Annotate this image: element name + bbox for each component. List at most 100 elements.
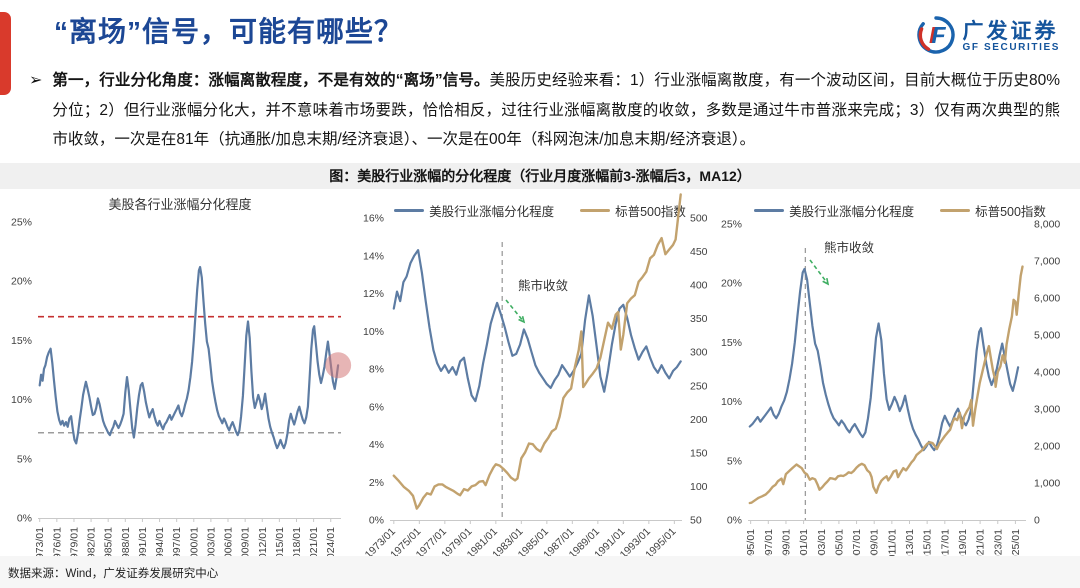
middle-chart-1973-1995: 1973/011975/011977/011979/011981/011983/… xyxy=(363,193,708,561)
secondary-y-axis-tick-label: 500 xyxy=(690,213,708,225)
y-axis-tick-label: 10% xyxy=(721,396,742,408)
x-tick-label: 2018/01 xyxy=(291,527,303,565)
y-axis-tick-label: 20% xyxy=(721,278,742,290)
left-chart-divergence-full-history: 1973/01 1976/01 1979/01 1982/01 1985/01 1988/… xyxy=(11,217,352,565)
x-tick-label: 2021/01 xyxy=(308,527,320,565)
secondary-y-axis-tick-label: 6,000 xyxy=(1034,293,1060,305)
divergence-line xyxy=(38,265,340,450)
y-axis-tick-label: 14% xyxy=(363,250,384,262)
left-chart-title: 美股各行业涨幅分化程度 xyxy=(108,197,252,212)
x-tick-label: 1997/01 xyxy=(171,527,183,565)
annotation-arrow-shaft xyxy=(809,259,829,285)
secondary-y-axis-tick-label: 1,000 xyxy=(1034,478,1060,490)
annotation-arrow-head xyxy=(518,315,526,324)
y-axis-tick-label: 25% xyxy=(721,219,742,231)
y-axis-tick-label: 0% xyxy=(369,515,384,527)
y-axis-tick-label: 20% xyxy=(11,276,32,288)
y-axis-tick-label: 6% xyxy=(369,401,384,413)
secondary-y-axis-tick-label: 7,000 xyxy=(1034,256,1060,268)
x-tick-label: 2015/01 xyxy=(274,527,286,565)
divergence-legend-line-icon xyxy=(754,209,785,212)
divergence-line xyxy=(392,248,682,403)
secondary-y-axis-tick-label: 450 xyxy=(690,246,708,258)
x-tick-label: 2006/01 xyxy=(223,527,235,565)
bear-market-convergence-label: 熊市收敛 xyxy=(824,240,875,255)
svg-text:F: F xyxy=(929,22,944,48)
middle-chart-legend: 美股行业涨幅分化程度 标普500指数 xyxy=(360,201,720,220)
x-tick-label: 2000/01 xyxy=(188,527,200,565)
footer-band xyxy=(0,556,1080,588)
secondary-y-axis-tick-label: 8,000 xyxy=(1034,219,1060,231)
svg-text:F: F xyxy=(931,22,946,48)
y-axis-tick-label: 10% xyxy=(11,394,32,406)
secondary-y-axis-tick-label: 2,000 xyxy=(1034,441,1060,453)
y-axis-tick-label: 5% xyxy=(727,455,742,467)
divergence-legend-line-icon xyxy=(394,209,425,212)
sp500-legend-line-icon xyxy=(940,209,971,212)
page-title: “离场”信号，可能有哪些？ xyxy=(54,16,404,47)
secondary-y-axis-tick-label: 400 xyxy=(690,280,708,292)
bullet-body-text: 美股历史经验来看：1）行业涨幅离散度，有一个波动区间，目前大概位于历史80%分位… xyxy=(52,72,1060,148)
bullet-bold-lead: 第一，行业分化角度：涨幅离散程度，不是有效的“离场”信号。 xyxy=(52,72,490,89)
x-tick-label: 1979/01 xyxy=(68,527,80,565)
legend-item-sp500: 标普500指数 xyxy=(940,201,1046,220)
x-tick-label: 1976/01 xyxy=(51,527,63,565)
data-source-note: 数据来源：Wind，广发证券发展研究中心 xyxy=(8,568,219,580)
sp500-line xyxy=(748,265,1024,505)
sp500-legend-line-icon xyxy=(580,209,611,212)
right-chart-legend: 美股行业涨幅分化程度 标普500指数 xyxy=(720,201,1080,220)
annotation-arrow-head xyxy=(822,277,830,286)
bear-market-convergence-label: 熊市收敛 xyxy=(518,278,569,293)
legend-item-divergence: 美股行业涨幅分化程度 xyxy=(754,201,914,220)
x-tick-label: 2024/01 xyxy=(325,527,337,565)
y-axis-tick-label: 12% xyxy=(363,288,384,300)
y-axis-tick-label: 5% xyxy=(17,453,32,465)
key-point-paragraph: ➢ 第一，行业分化角度：涨幅离散程度，不是有效的“离场”信号。美股历史经验来看：… xyxy=(29,66,1060,155)
x-tick-label: 1988/01 xyxy=(120,527,132,565)
logo-english-name: GF SECURITIES xyxy=(962,42,1060,54)
current-point-highlight-circle xyxy=(325,352,352,379)
y-axis-tick-label: 10% xyxy=(363,326,384,338)
secondary-y-axis-tick-label: 100 xyxy=(690,481,708,493)
secondary-y-axis-tick-label: 200 xyxy=(690,414,708,426)
x-tick-label: 1994/01 xyxy=(154,527,166,565)
secondary-y-axis-tick-label: 150 xyxy=(690,447,708,459)
sp500-line xyxy=(392,193,682,510)
figure-caption-band: 图：美股行业涨幅的分化程度（行业月度涨幅前3-涨幅后3，MA12） xyxy=(0,163,1080,189)
secondary-y-axis-tick-label: 250 xyxy=(690,380,708,392)
secondary-y-axis-tick-label: 350 xyxy=(690,313,708,325)
legend-item-divergence: 美股行业涨幅分化程度 xyxy=(394,201,554,220)
legend-item-sp500: 标普500指数 xyxy=(580,201,686,220)
y-axis-tick-label: 2% xyxy=(369,477,384,489)
secondary-y-axis-tick-label: 3,000 xyxy=(1034,404,1060,416)
secondary-y-axis-tick-label: 5,000 xyxy=(1034,330,1060,342)
figure-caption: 图：美股行业涨幅的分化程度（行业月度涨幅前3-涨幅后3，MA12） xyxy=(329,168,751,184)
x-tick-label: 1985/01 xyxy=(103,527,115,565)
y-axis-tick-label: 16% xyxy=(363,213,384,225)
secondary-y-axis-tick-label: 300 xyxy=(690,347,708,359)
y-axis-tick-label: 15% xyxy=(11,335,32,347)
x-tick-label: 1991/01 xyxy=(137,527,149,565)
gf-securities-logo-icon: F F xyxy=(916,15,956,60)
y-axis-tick-label: 25% xyxy=(11,217,32,229)
y-axis-tick-label: 8% xyxy=(369,364,384,376)
secondary-y-axis-tick-label: 4,000 xyxy=(1034,367,1060,379)
logo-chinese-name: 广发证券 xyxy=(962,20,1059,44)
y-axis-tick-label: 15% xyxy=(721,337,742,349)
x-tick-label: 2003/01 xyxy=(205,527,217,565)
bullet-arrow-icon: ➢ xyxy=(29,72,43,89)
y-axis-tick-label: 4% xyxy=(369,439,384,451)
annotation-arrow-shaft xyxy=(505,299,525,323)
x-tick-label: 2012/01 xyxy=(257,527,269,565)
left-accent-tab xyxy=(0,12,11,95)
secondary-y-axis-tick-label: 0 xyxy=(1034,515,1040,527)
y-axis-tick-label: 0% xyxy=(17,513,32,525)
x-tick-label: 2009/01 xyxy=(240,527,252,565)
secondary-y-axis-tick-label: 50 xyxy=(690,515,702,527)
y-axis-tick-label: 0% xyxy=(727,515,742,527)
right-chart-1995-2025: 1995/01 1997/01 1999/01 2001/01 2003/01 2005/… xyxy=(721,219,1060,567)
divergence-line xyxy=(748,267,1020,452)
company-logo: F F 广发证券 GF SECURITIES xyxy=(916,15,1060,60)
x-tick-label: 1982/01 xyxy=(86,527,98,565)
